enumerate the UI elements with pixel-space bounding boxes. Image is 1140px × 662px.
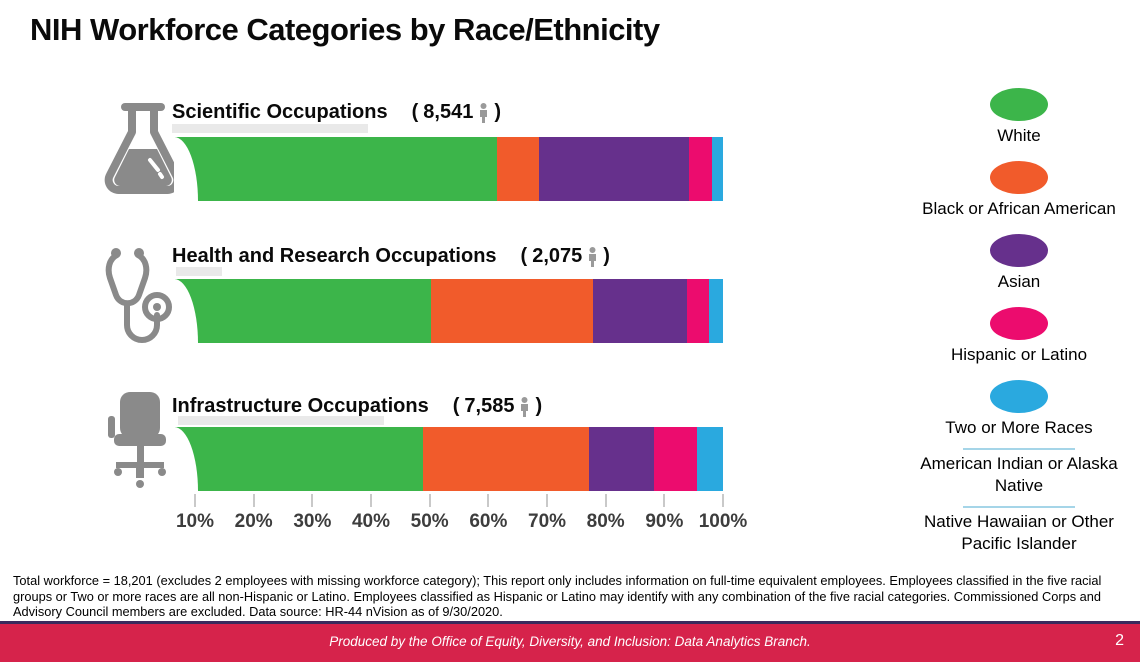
axis-tick-mark (722, 494, 725, 507)
bar-segment-hispanic-or-latino (689, 137, 713, 201)
bar-segment-two-or-more-races (708, 279, 723, 343)
legend-item-white: White (918, 88, 1120, 147)
bar-segment-two-or-more-races (696, 427, 723, 491)
category-label: Infrastructure Occupations (172, 395, 429, 417)
count-value: 2,075 (532, 245, 583, 267)
axis-tick-label: 20% (234, 511, 273, 532)
axis-tick-mark (311, 494, 314, 507)
legend-underline (963, 448, 1075, 450)
legend-label: Two or More Races (945, 418, 1093, 437)
axis-tick-mark (428, 494, 431, 507)
header-shadow-strip (178, 416, 384, 425)
legend-item-two-or-more-races: Two or More Races (918, 380, 1120, 439)
axis-tick-mark (194, 494, 196, 507)
legend-swatch-ellipse (990, 307, 1048, 340)
stacked-bar-scientific (174, 137, 723, 201)
bar-segment-black-or-african-american (497, 137, 540, 201)
legend-label: Asian (997, 272, 1041, 291)
bar-segment-two-or-more-races (712, 137, 723, 201)
header-shadow-strip (172, 124, 368, 133)
bar-header-scientific: Scientific Occupations ( 8,541 ) (172, 101, 501, 124)
axis-tick-label: 40% (351, 511, 391, 532)
axis-tick-label: 100% (698, 511, 748, 532)
footer-divider-line (0, 621, 1140, 624)
legend: White Black or African American Asian Hispa… (918, 88, 1120, 564)
bar-header-health-research: Health and Research Occupations ( 2,075 … (172, 245, 610, 268)
axis-tick-label: 10% (175, 511, 215, 532)
legend-item-hispanic-or-latino: Hispanic or Latino (918, 307, 1120, 366)
legend-item-asian: Asian (918, 234, 1120, 293)
produced-by-text: Produced by the Office of Equity, Divers… (329, 634, 811, 649)
bar-segment-hispanic-or-latino (686, 279, 709, 343)
axis-tick-mark (663, 494, 666, 507)
legend-label: Native Hawaiian or Other Pacific Islande… (924, 512, 1114, 553)
legend-label: American Indian or Alaska Native (920, 454, 1118, 495)
axis-tick-label: 50% (410, 511, 449, 532)
count-value: 7,585 (464, 395, 515, 417)
header-shadow-strip (176, 267, 222, 276)
axis-tick-label: 80% (586, 511, 625, 532)
category-count: ( 8,541 ) (411, 101, 502, 123)
footer-bar: Produced by the Office of Equity, Divers… (0, 624, 1140, 662)
stacked-bar-health-research (174, 279, 723, 343)
axis-tick-label: 60% (469, 511, 508, 532)
axis-tick-label: 70% (528, 511, 567, 532)
bar-segment-black-or-african-american (423, 427, 590, 491)
category-count: ( 7,585 ) (452, 395, 543, 417)
bar-segment-hispanic-or-latino (654, 427, 697, 491)
legend-swatch-ellipse (990, 380, 1048, 413)
bar-segment-asian (539, 137, 689, 201)
person-icon (480, 102, 488, 123)
category-label: Scientific Occupations (172, 101, 388, 123)
axis-tick-mark (370, 494, 372, 507)
stethoscope-icon (103, 243, 183, 352)
axis-tick-mark (252, 494, 255, 507)
bar-segment-white (175, 279, 432, 343)
legend-swatch-ellipse (990, 234, 1048, 267)
legend-label: White (997, 126, 1041, 145)
person-icon (521, 396, 529, 417)
legend-underline (963, 506, 1075, 508)
bar-segment-black-or-african-american (431, 279, 593, 343)
legend-swatch-ellipse (990, 161, 1048, 194)
axis-tick-label: 90% (645, 511, 684, 532)
axis-tick-label: 30% (293, 511, 332, 532)
footnote: Total workforce = 18,201 (excludes 2 emp… (13, 573, 1102, 620)
legend-swatch-ellipse (990, 88, 1048, 121)
bar-header-infrastructure: Infrastructure Occupations ( 7,585 ) (172, 395, 542, 418)
legend-label: Hispanic or Latino (950, 345, 1088, 364)
legend-item-black-or-african-american: Black or African American (918, 161, 1120, 220)
count-value: 8,541 (423, 101, 474, 123)
legend-label: Black or African American (922, 199, 1116, 218)
person-icon (589, 246, 597, 267)
page-title: NIH Workforce Categories by Race/Ethnici… (30, 12, 660, 47)
page-number: 2 (1115, 632, 1124, 649)
axis-tick-mark (487, 494, 490, 507)
office-chair-icon (104, 392, 176, 497)
legend-item-native-hawaiian-or-other-pacific-islander: Native Hawaiian or Other Pacific Islande… (918, 506, 1120, 555)
bar-segment-white (175, 137, 498, 201)
bar-segment-asian (592, 279, 687, 343)
bar-segment-asian (589, 427, 655, 491)
legend-item-american-indian-or-alaska-native: American Indian or Alaska Native (918, 448, 1120, 497)
stacked-bar-infrastructure (174, 427, 723, 491)
bar-segment-white (175, 427, 424, 491)
axis-tick-mark (546, 494, 549, 507)
axis-tick-mark (604, 494, 607, 507)
category-count: ( 2,075 ) (520, 245, 610, 267)
category-label: Health and Research Occupations (172, 245, 497, 267)
